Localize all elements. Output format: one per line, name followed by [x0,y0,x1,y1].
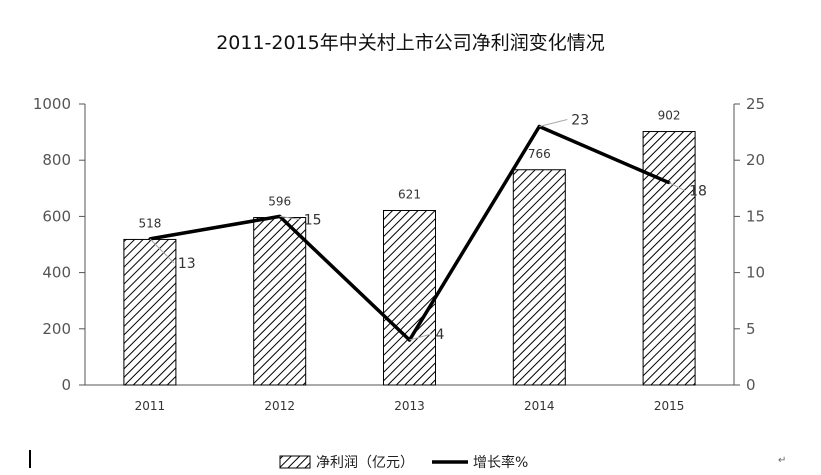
bar [512,169,566,386]
x-axis-tick-label: 2013 [394,399,425,413]
x-axis-tick-label: 2011 [135,399,166,413]
line-value-label: 13 [178,256,196,272]
bar-series [123,131,696,386]
legend-bar-swatch [279,455,311,469]
right-axis-tick-label: 15 [746,207,765,225]
line-label-leader [409,333,432,341]
left-axis-tick-label: 400 [42,264,71,282]
data-labels: 518 596 621 766 902 13 15 4 23 18 [138,109,706,344]
line-value-label: 18 [689,184,707,200]
line-label-leader [539,118,568,127]
right-axis-tick-label: 20 [746,151,765,169]
bar [642,131,696,386]
right-axis-tick-label: 10 [746,264,765,282]
bar-value-label: 621 [398,187,421,201]
line-label-leader [149,238,175,264]
left-axis-tick-label: 1000 [33,95,71,113]
bar-value-label: 902 [658,109,681,123]
line-label-leader [668,182,686,192]
bar-value-label: 766 [528,147,551,161]
left-axis-tick-label: 0 [61,376,71,394]
legend: 净利润（亿元） 增长率% [279,454,528,471]
left-axis-tick-label: 800 [42,151,71,169]
right-axis-tick-label: 5 [746,320,756,338]
right-axis-tick-label: 0 [746,376,756,394]
left-axis-tick-label: 600 [42,207,71,225]
line-series [148,118,686,342]
x-axis-tick-label: 2012 [264,399,295,413]
bar-value-label: 518 [138,216,161,230]
bar [253,217,307,386]
x-axis-tick-label: 2014 [524,399,555,413]
axes: 0 200 400 600 800 1000 0 5 10 15 20 25 2011 2012 2013 2… [33,95,765,413]
left-axis-tick-label: 200 [42,320,71,338]
x-axis-tick-label: 2015 [654,399,685,413]
bar [383,209,436,386]
bar [123,238,177,386]
paragraph-return-mark: ↵ [778,455,787,466]
text-cursor [29,450,31,468]
legend-bar-label: 净利润（亿元） [316,455,414,471]
line-value-label: 4 [436,327,445,343]
chart-title: 2011-2015年中关村上市公司净利润变化情况 [216,32,605,54]
bar-value-label: 596 [268,195,291,209]
legend-line-label: 增长率% [473,454,528,471]
line-label-leader [279,215,300,220]
line-value-label: 23 [571,112,589,128]
right-axis-tick-label: 25 [746,95,765,113]
line-value-label: 15 [304,212,322,228]
